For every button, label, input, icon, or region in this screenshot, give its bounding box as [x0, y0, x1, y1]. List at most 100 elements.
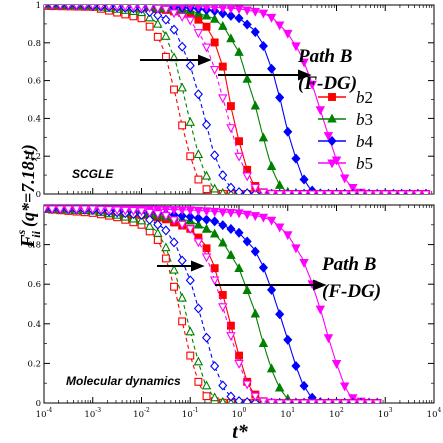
bottom-data-point [177, 206, 187, 216]
bottom-data-point [177, 210, 187, 221]
top-data-point [209, 13, 220, 23]
bottom-data-point [193, 303, 203, 314]
top-data-point [339, 190, 350, 194]
top-data-point [266, 161, 277, 170]
bottom-data-point [218, 303, 228, 313]
top-data-point [193, 149, 204, 159]
bottom-data-point [161, 254, 170, 263]
top-data-point [356, 190, 366, 194]
y-title-sub: ii [29, 230, 43, 237]
top-data-point [234, 13, 244, 24]
top-data-point [421, 190, 431, 194]
top-data-point [178, 5, 186, 12]
top-data-point [201, 43, 212, 53]
bottom-data-point [234, 359, 244, 369]
bottom-data-point [193, 206, 204, 216]
bottom-data-point [201, 253, 212, 263]
top-data-point [177, 82, 187, 92]
top-data-point [258, 188, 269, 194]
bottom-data-point [185, 211, 195, 222]
top-data-point [178, 121, 187, 130]
top-data-point [226, 10, 236, 21]
legend-label-b3: b3 [356, 110, 373, 129]
top-data-point [250, 7, 261, 17]
top-data-point [153, 5, 163, 14]
top-data-point [89, 5, 96, 11]
bottom-data-point [250, 308, 261, 318]
top-data-point [274, 21, 285, 31]
bottom-data-point [210, 216, 220, 227]
top-annotation-line2: (F-DG) [298, 73, 357, 94]
top-series-line [44, 5, 434, 194]
bottom-panel: 0 0.2 0.4 0.6 0.8 10-4 10-3 10-2 10-1 100 101 102 10… [27, 204, 442, 420]
top-data-point [283, 126, 293, 137]
bottom-data-point [193, 238, 204, 248]
bottom-data-point [372, 399, 382, 403]
top-data-point [209, 65, 220, 75]
top-data-point [210, 150, 220, 161]
bottom-data-point [136, 207, 147, 217]
bottom-data-point [291, 399, 301, 403]
bottom-data-point [258, 262, 268, 273]
x-tick-label: 102 [329, 407, 344, 420]
top-data-point [274, 190, 285, 194]
top-data-point [323, 190, 334, 194]
bottom-data-point [169, 206, 179, 215]
x-tick-label: 100 [232, 407, 247, 420]
top-y-tick-label: 0.6 [27, 77, 41, 87]
bottom-data-point [258, 338, 269, 347]
bottom-data-point [209, 276, 220, 286]
top-data-point [218, 62, 227, 71]
top-data-point [235, 137, 243, 146]
bottom-data-point [185, 225, 195, 235]
top-data-point [242, 188, 252, 194]
bottom-data-point [186, 351, 195, 360]
top-data-point [44, 5, 47, 11]
bottom-data-point [169, 237, 179, 248]
bottom-arrow-left-head [191, 260, 205, 272]
top-data-point [202, 5, 211, 13]
bottom-y-tick-label: 0 [36, 399, 41, 409]
bottom-data-point [218, 208, 228, 218]
top-data-point [275, 92, 285, 103]
bottom-data-point [88, 205, 98, 215]
top-data-point [185, 16, 195, 26]
top-data-point [299, 174, 309, 185]
x-tick-label: 104 [427, 407, 442, 420]
top-data-point [291, 153, 301, 164]
bottom-data-point [202, 392, 211, 401]
top-data-point [234, 187, 244, 194]
bottom-data-point [55, 205, 65, 215]
bottom-data-point [44, 205, 49, 215]
top-data-point [234, 152, 244, 162]
top-series-line [44, 5, 434, 194]
bottom-data-point [331, 399, 342, 403]
bottom-data-point [226, 223, 236, 234]
bottom-data-point [71, 205, 82, 215]
top-data-point [201, 170, 212, 180]
top-data-point [372, 190, 382, 194]
bottom-data-point [185, 206, 195, 216]
bottom-panel-label: Molecular dynamics [66, 374, 181, 388]
x-axis-title: t* [232, 421, 249, 443]
bottom-data-point [210, 264, 219, 273]
legend-marker-b2 [328, 93, 336, 101]
top-plot-frame [43, 4, 435, 195]
top-data-point [113, 5, 121, 12]
bottom-data-point [201, 214, 212, 225]
top-data-point [194, 175, 203, 184]
top-data-point [226, 33, 236, 43]
bottom-data-point [161, 225, 171, 236]
top-y-tick-label: 0 [36, 190, 41, 200]
top-data-point [73, 5, 80, 11]
bottom-y-tick-label: 0.6 [27, 280, 41, 290]
bottom-data-point [226, 332, 236, 342]
bottom-data-point [283, 399, 293, 403]
top-data-point [65, 5, 72, 11]
y-title-sup: s [14, 229, 28, 235]
top-data-point [170, 85, 178, 94]
top-data-point [145, 22, 154, 31]
top-annotation-line1: Path B [297, 46, 352, 67]
bottom-data-point [161, 205, 171, 215]
bottom-data-point [275, 309, 285, 320]
